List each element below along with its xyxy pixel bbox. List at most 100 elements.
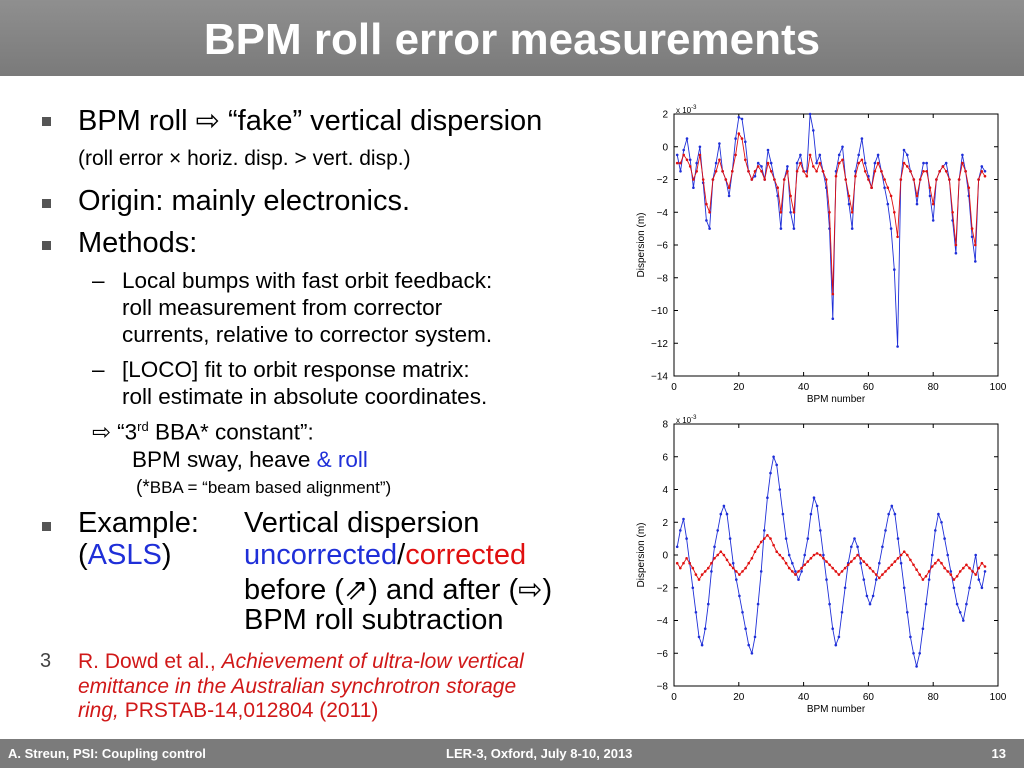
series-corrected-point: [909, 170, 912, 173]
series-corrected-point: [958, 570, 962, 573]
series-corrected-point: [983, 174, 987, 178]
series-uncorrected-point: [781, 512, 785, 516]
series-uncorrected-point: [912, 652, 915, 655]
series-uncorrected-point: [893, 512, 897, 516]
series-corrected-point: [974, 573, 977, 576]
series-corrected-point: [918, 178, 922, 181]
series-corrected-point: [870, 186, 873, 189]
series-corrected-point: [876, 161, 880, 165]
series-corrected-point: [977, 178, 980, 181]
series-corrected-point: [949, 573, 953, 576]
series-uncorrected-point: [797, 578, 800, 581]
series-uncorrected-point: [856, 545, 859, 549]
series-uncorrected-point: [710, 570, 713, 573]
series-uncorrected-point: [682, 517, 685, 521]
series-corrected-point: [713, 557, 716, 560]
series-corrected-point: [766, 534, 769, 537]
series-uncorrected-point: [769, 471, 772, 475]
bullet-marker: [42, 199, 51, 208]
bba-prefix: ⇨ “3: [92, 419, 138, 445]
x-tick-label: 20: [733, 382, 745, 393]
series-corrected-point: [828, 211, 831, 214]
series-corrected-point: [675, 161, 679, 165]
series-corrected-point: [697, 578, 701, 581]
series-corrected-line: [676, 534, 986, 581]
series-uncorrected-point: [863, 161, 867, 165]
y-tick-label: 4: [662, 485, 668, 496]
series-corrected-point: [795, 170, 799, 173]
method-local-bumps-line3: currents, relative to corrector system.: [122, 322, 493, 347]
series-uncorrected-point: [968, 586, 971, 590]
series-corrected-point: [679, 566, 682, 570]
series-uncorrected-point: [786, 165, 789, 168]
y-tick-label: −4: [657, 208, 669, 219]
series-corrected-point: [775, 550, 778, 553]
series-corrected-point: [883, 178, 886, 181]
series-corrected-point: [821, 170, 825, 173]
y-exponent-label: x 10-3: [676, 415, 697, 425]
series-uncorrected-point: [873, 161, 877, 165]
series-uncorrected-point: [791, 561, 794, 565]
series-uncorrected-point: [841, 145, 844, 149]
series-uncorrected-point: [799, 153, 802, 157]
series-corrected-point: [685, 557, 688, 560]
bullet-marker: [42, 117, 51, 126]
series-uncorrected-line: [676, 455, 986, 667]
reference-line3: ring, PRSTAB-14,012804 (2011): [78, 699, 378, 723]
series-corrected-point: [944, 170, 948, 173]
series-corrected-point: [863, 170, 867, 173]
series-corrected-point: [778, 553, 782, 557]
series-uncorrected-point: [727, 194, 731, 198]
x-tick-label: 100: [990, 382, 1007, 393]
series-uncorrected-point: [974, 553, 977, 557]
series-corrected-point: [815, 552, 819, 555]
series-uncorrected-point: [714, 161, 718, 165]
series-corrected-point: [980, 170, 984, 173]
series-corrected-point: [734, 153, 737, 157]
y-tick-label: 8: [662, 420, 668, 431]
series-corrected-point: [922, 170, 925, 173]
asls-link[interactable]: ASLS: [87, 539, 162, 571]
series-uncorrected-point: [825, 578, 828, 581]
series-uncorrected-point: [763, 529, 766, 532]
method-local-bumps-line1: Local bumps with fast orbit feedback:: [122, 268, 493, 293]
y-tick-label: 0: [662, 142, 668, 153]
series-corrected-point: [740, 137, 744, 140]
series-corrected-point: [887, 566, 890, 570]
series-corrected-point: [846, 563, 850, 567]
series-uncorrected-point: [792, 227, 796, 230]
series-uncorrected-point: [940, 521, 943, 524]
series-corrected-point: [688, 165, 692, 168]
x-tick-label: 0: [671, 692, 677, 703]
series-uncorrected-point: [983, 570, 987, 573]
x-axis-label: BPM number: [807, 394, 866, 405]
series-uncorrected-point: [819, 529, 822, 532]
series-corrected-point: [725, 558, 729, 562]
series-uncorrected-point: [789, 211, 792, 214]
series-uncorrected-point: [924, 602, 928, 606]
series-uncorrected-point: [847, 202, 851, 206]
series-uncorrected-point: [860, 137, 864, 140]
series-corrected-point: [881, 573, 884, 576]
series-uncorrected-point: [850, 227, 854, 230]
series-corrected-point: [710, 561, 713, 565]
series-uncorrected-point: [980, 165, 984, 168]
series-corrected-point: [805, 174, 809, 178]
y-axis-label: Dispersion (m): [636, 522, 647, 587]
series-uncorrected-point: [806, 537, 810, 540]
series-uncorrected-point: [837, 153, 841, 157]
series-uncorrected-point: [716, 529, 719, 532]
reference-title-line3: ring,: [78, 699, 119, 722]
series-corrected-point: [750, 178, 754, 181]
series-uncorrected-point: [700, 643, 704, 647]
y-tick-label: −10: [651, 306, 668, 317]
series-corrected-point: [940, 561, 943, 565]
x-tick-label: 0: [671, 382, 677, 393]
series-corrected-point: [909, 558, 912, 562]
series-uncorrected-point: [868, 602, 872, 606]
series-corrected-point: [937, 558, 940, 562]
dash-marker: –: [92, 268, 105, 293]
method-loco-line1: [LOCO] fit to orbit response matrix:: [122, 357, 470, 382]
series-corrected-point: [769, 170, 773, 173]
series-uncorrected-point: [685, 137, 689, 140]
